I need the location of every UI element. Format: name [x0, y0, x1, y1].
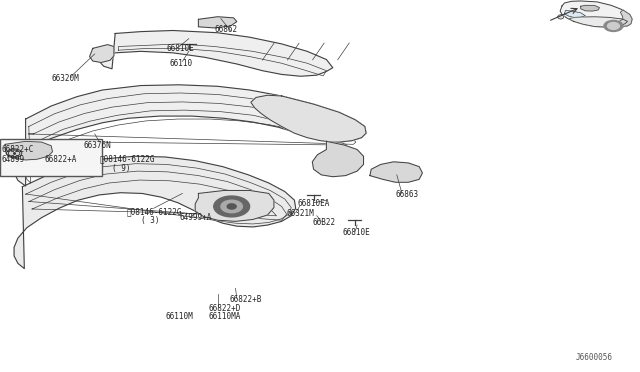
Text: 64999+A: 64999+A: [179, 213, 212, 222]
Text: 66810EA: 66810EA: [298, 199, 330, 208]
Polygon shape: [198, 17, 237, 28]
FancyBboxPatch shape: [0, 139, 102, 176]
Polygon shape: [312, 141, 364, 177]
Text: ( 9): ( 9): [112, 164, 131, 173]
Text: 66B22: 66B22: [312, 218, 335, 227]
Text: 66320M: 66320M: [51, 74, 79, 83]
Circle shape: [214, 196, 250, 217]
Text: 66822+D: 66822+D: [209, 304, 241, 312]
Polygon shape: [14, 156, 296, 269]
Circle shape: [227, 204, 236, 209]
Text: 66110MA: 66110MA: [209, 312, 241, 321]
Text: 66376N: 66376N: [83, 141, 111, 150]
Text: 64899: 64899: [2, 155, 25, 164]
Text: 66810E: 66810E: [342, 228, 370, 237]
Polygon shape: [560, 1, 632, 27]
Polygon shape: [99, 31, 333, 76]
Text: 66822+A: 66822+A: [45, 155, 77, 164]
Polygon shape: [580, 5, 600, 11]
Text: 66822+C: 66822+C: [2, 145, 35, 154]
Text: ➂08146-6122G: ➂08146-6122G: [127, 208, 182, 217]
Polygon shape: [564, 10, 586, 17]
Circle shape: [221, 200, 243, 213]
Polygon shape: [370, 162, 422, 182]
Polygon shape: [14, 85, 366, 186]
Circle shape: [604, 20, 623, 32]
Polygon shape: [569, 17, 627, 27]
Text: 66863: 66863: [396, 190, 419, 199]
Polygon shape: [5, 141, 52, 160]
Circle shape: [607, 23, 620, 29]
Text: ( 3): ( 3): [141, 217, 159, 225]
Polygon shape: [195, 190, 274, 221]
Text: 66321M: 66321M: [287, 209, 314, 218]
Text: 66110: 66110: [170, 59, 193, 68]
Polygon shape: [557, 15, 564, 19]
Polygon shape: [90, 45, 114, 62]
Text: ➁08146-6122G: ➁08146-6122G: [99, 155, 155, 164]
Text: J6600056: J6600056: [576, 353, 613, 362]
Polygon shape: [618, 10, 632, 26]
Text: 66822+B: 66822+B: [229, 295, 262, 304]
Text: 66862: 66862: [214, 25, 237, 34]
Polygon shape: [251, 95, 366, 142]
Text: 66110M: 66110M: [165, 312, 193, 321]
Text: 66810E: 66810E: [166, 44, 194, 53]
